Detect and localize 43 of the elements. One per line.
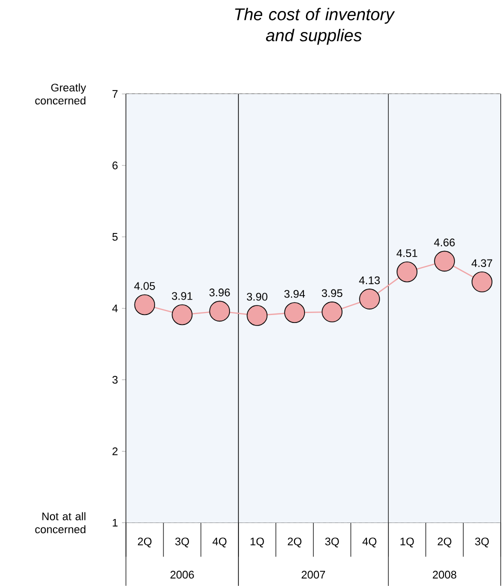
x-tick-label: 2Q	[288, 538, 302, 548]
point	[134, 294, 156, 316]
text: 2007	[302, 570, 326, 579]
x-tick-label: 4Q	[362, 538, 376, 548]
point	[472, 272, 493, 292]
x-tick-label: 3Q	[475, 538, 489, 548]
point	[359, 288, 380, 310]
x-tick-label: 2Q	[138, 538, 152, 548]
data-label: 4.66	[434, 238, 455, 246]
point	[209, 300, 230, 322]
data-label: 4.05	[134, 282, 156, 290]
text: Greatly concerned	[35, 83, 86, 104]
x-tick-label: 4Q	[212, 538, 227, 548]
data-label: 4.37	[472, 259, 492, 268]
point	[172, 304, 193, 326]
y-tick-label: 7	[112, 90, 118, 98]
y-tick-label: 6	[112, 162, 118, 170]
point	[434, 250, 456, 272]
point	[396, 262, 418, 282]
x-tick-label: 1Q	[250, 538, 264, 548]
y-tick-label: 4	[112, 304, 118, 312]
y-tick-label: 1	[112, 518, 118, 527]
x-tick-label: 3Q	[175, 538, 190, 548]
point	[246, 305, 268, 326]
text: 2008	[432, 570, 456, 579]
data-label: 3.96	[209, 288, 230, 296]
data-label: 3.91	[172, 292, 192, 300]
data-label: 4.13	[359, 276, 380, 284]
y-tick-label: 5	[112, 233, 118, 241]
text: 2006	[170, 570, 194, 579]
data-label: 3.90	[246, 292, 268, 301]
x-tick-label: 2Q	[438, 538, 452, 548]
y-tick-label: 3	[112, 376, 118, 384]
data-label: 3.95	[322, 289, 342, 298]
data-label: 4.51	[396, 249, 418, 258]
data-label: 3.94	[284, 290, 306, 298]
text: Not at all concerned	[35, 512, 86, 534]
x-tick-label: 1Q	[400, 538, 414, 548]
x-tick-label: 3Q	[325, 538, 340, 548]
chart-title: The cost of inventory and supplies	[235, 8, 396, 45]
point	[284, 302, 306, 324]
point	[322, 302, 343, 322]
y-tick-label: 2	[112, 447, 118, 456]
